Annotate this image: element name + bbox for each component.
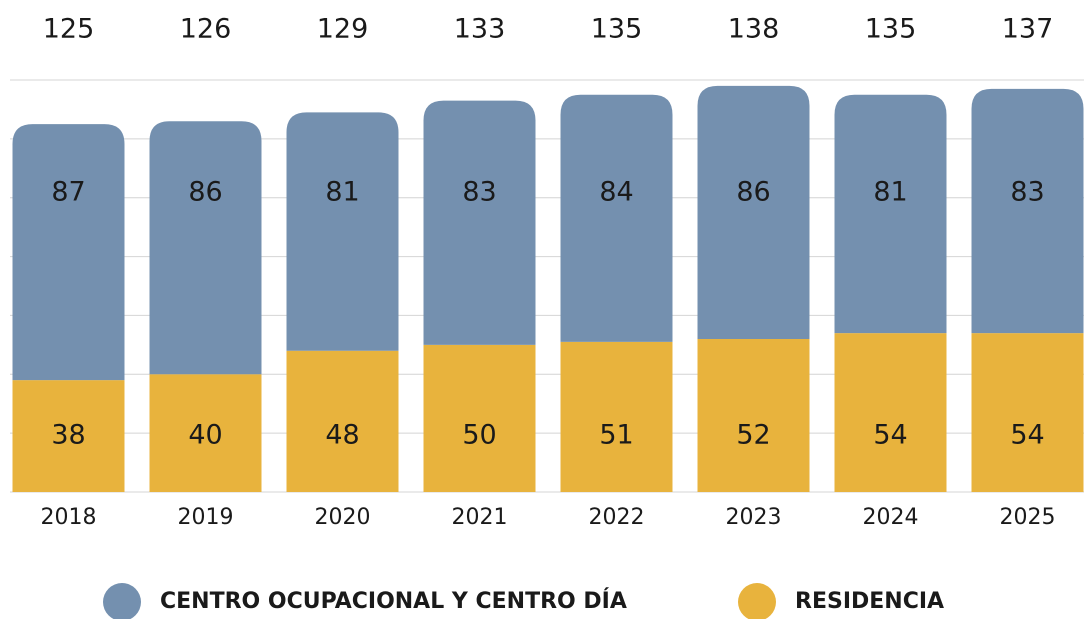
x-tick-label: 2025 xyxy=(1000,505,1056,530)
segment-label: 81 xyxy=(873,177,907,208)
bar-segment xyxy=(423,344,536,492)
segment-label: 40 xyxy=(188,420,222,451)
segment-label: 86 xyxy=(736,177,770,208)
segment-label: 54 xyxy=(873,420,907,451)
legend-label: CENTRO OCUPACIONAL Y CENTRO DÍA xyxy=(160,588,627,614)
bar-segment xyxy=(149,374,262,492)
x-tick-label: 2020 xyxy=(315,505,371,530)
bar-segment xyxy=(149,121,262,375)
bar-segment xyxy=(12,380,125,492)
bar-segment xyxy=(286,112,399,351)
segment-label: 86 xyxy=(188,177,222,208)
bar-segment xyxy=(423,100,536,345)
total-label: 135 xyxy=(865,14,917,45)
segment-label: 54 xyxy=(1010,420,1044,451)
segment-label: 84 xyxy=(599,177,633,208)
segment-label: 52 xyxy=(736,420,770,451)
legend-label: RESIDENCIA xyxy=(795,589,944,614)
bar-segment xyxy=(697,85,810,339)
bar-segment xyxy=(12,124,125,381)
bar-segment xyxy=(286,350,399,492)
x-tick-label: 2019 xyxy=(178,505,234,530)
bar-segment xyxy=(971,333,1084,492)
bar-segment xyxy=(971,88,1084,334)
x-tick-label: 2024 xyxy=(863,505,919,530)
legend-swatch xyxy=(103,583,141,619)
total-label: 135 xyxy=(591,14,643,45)
total-label: 138 xyxy=(728,14,780,45)
total-label: 133 xyxy=(454,14,506,45)
segment-label: 81 xyxy=(325,177,359,208)
bar-segment xyxy=(834,94,947,334)
segment-label: 83 xyxy=(462,177,496,208)
segment-label: 50 xyxy=(462,420,496,451)
segment-label: 83 xyxy=(1010,177,1044,208)
segment-label: 38 xyxy=(51,420,85,451)
bar-segment xyxy=(697,338,810,492)
bar-segment xyxy=(834,333,947,492)
x-tick-label: 2023 xyxy=(726,505,782,530)
segment-label: 51 xyxy=(599,420,633,451)
total-label: 125 xyxy=(43,14,95,45)
total-label: 129 xyxy=(317,14,369,45)
segment-label: 48 xyxy=(325,420,359,451)
bar-segment xyxy=(560,341,673,492)
segment-label: 87 xyxy=(51,177,85,208)
bar-segment xyxy=(560,94,673,342)
legend-swatch xyxy=(738,583,776,619)
total-label: 126 xyxy=(180,14,232,45)
x-tick-label: 2018 xyxy=(41,505,97,530)
x-tick-label: 2022 xyxy=(589,505,645,530)
total-label: 137 xyxy=(1002,14,1054,45)
x-tick-label: 2021 xyxy=(452,505,508,530)
